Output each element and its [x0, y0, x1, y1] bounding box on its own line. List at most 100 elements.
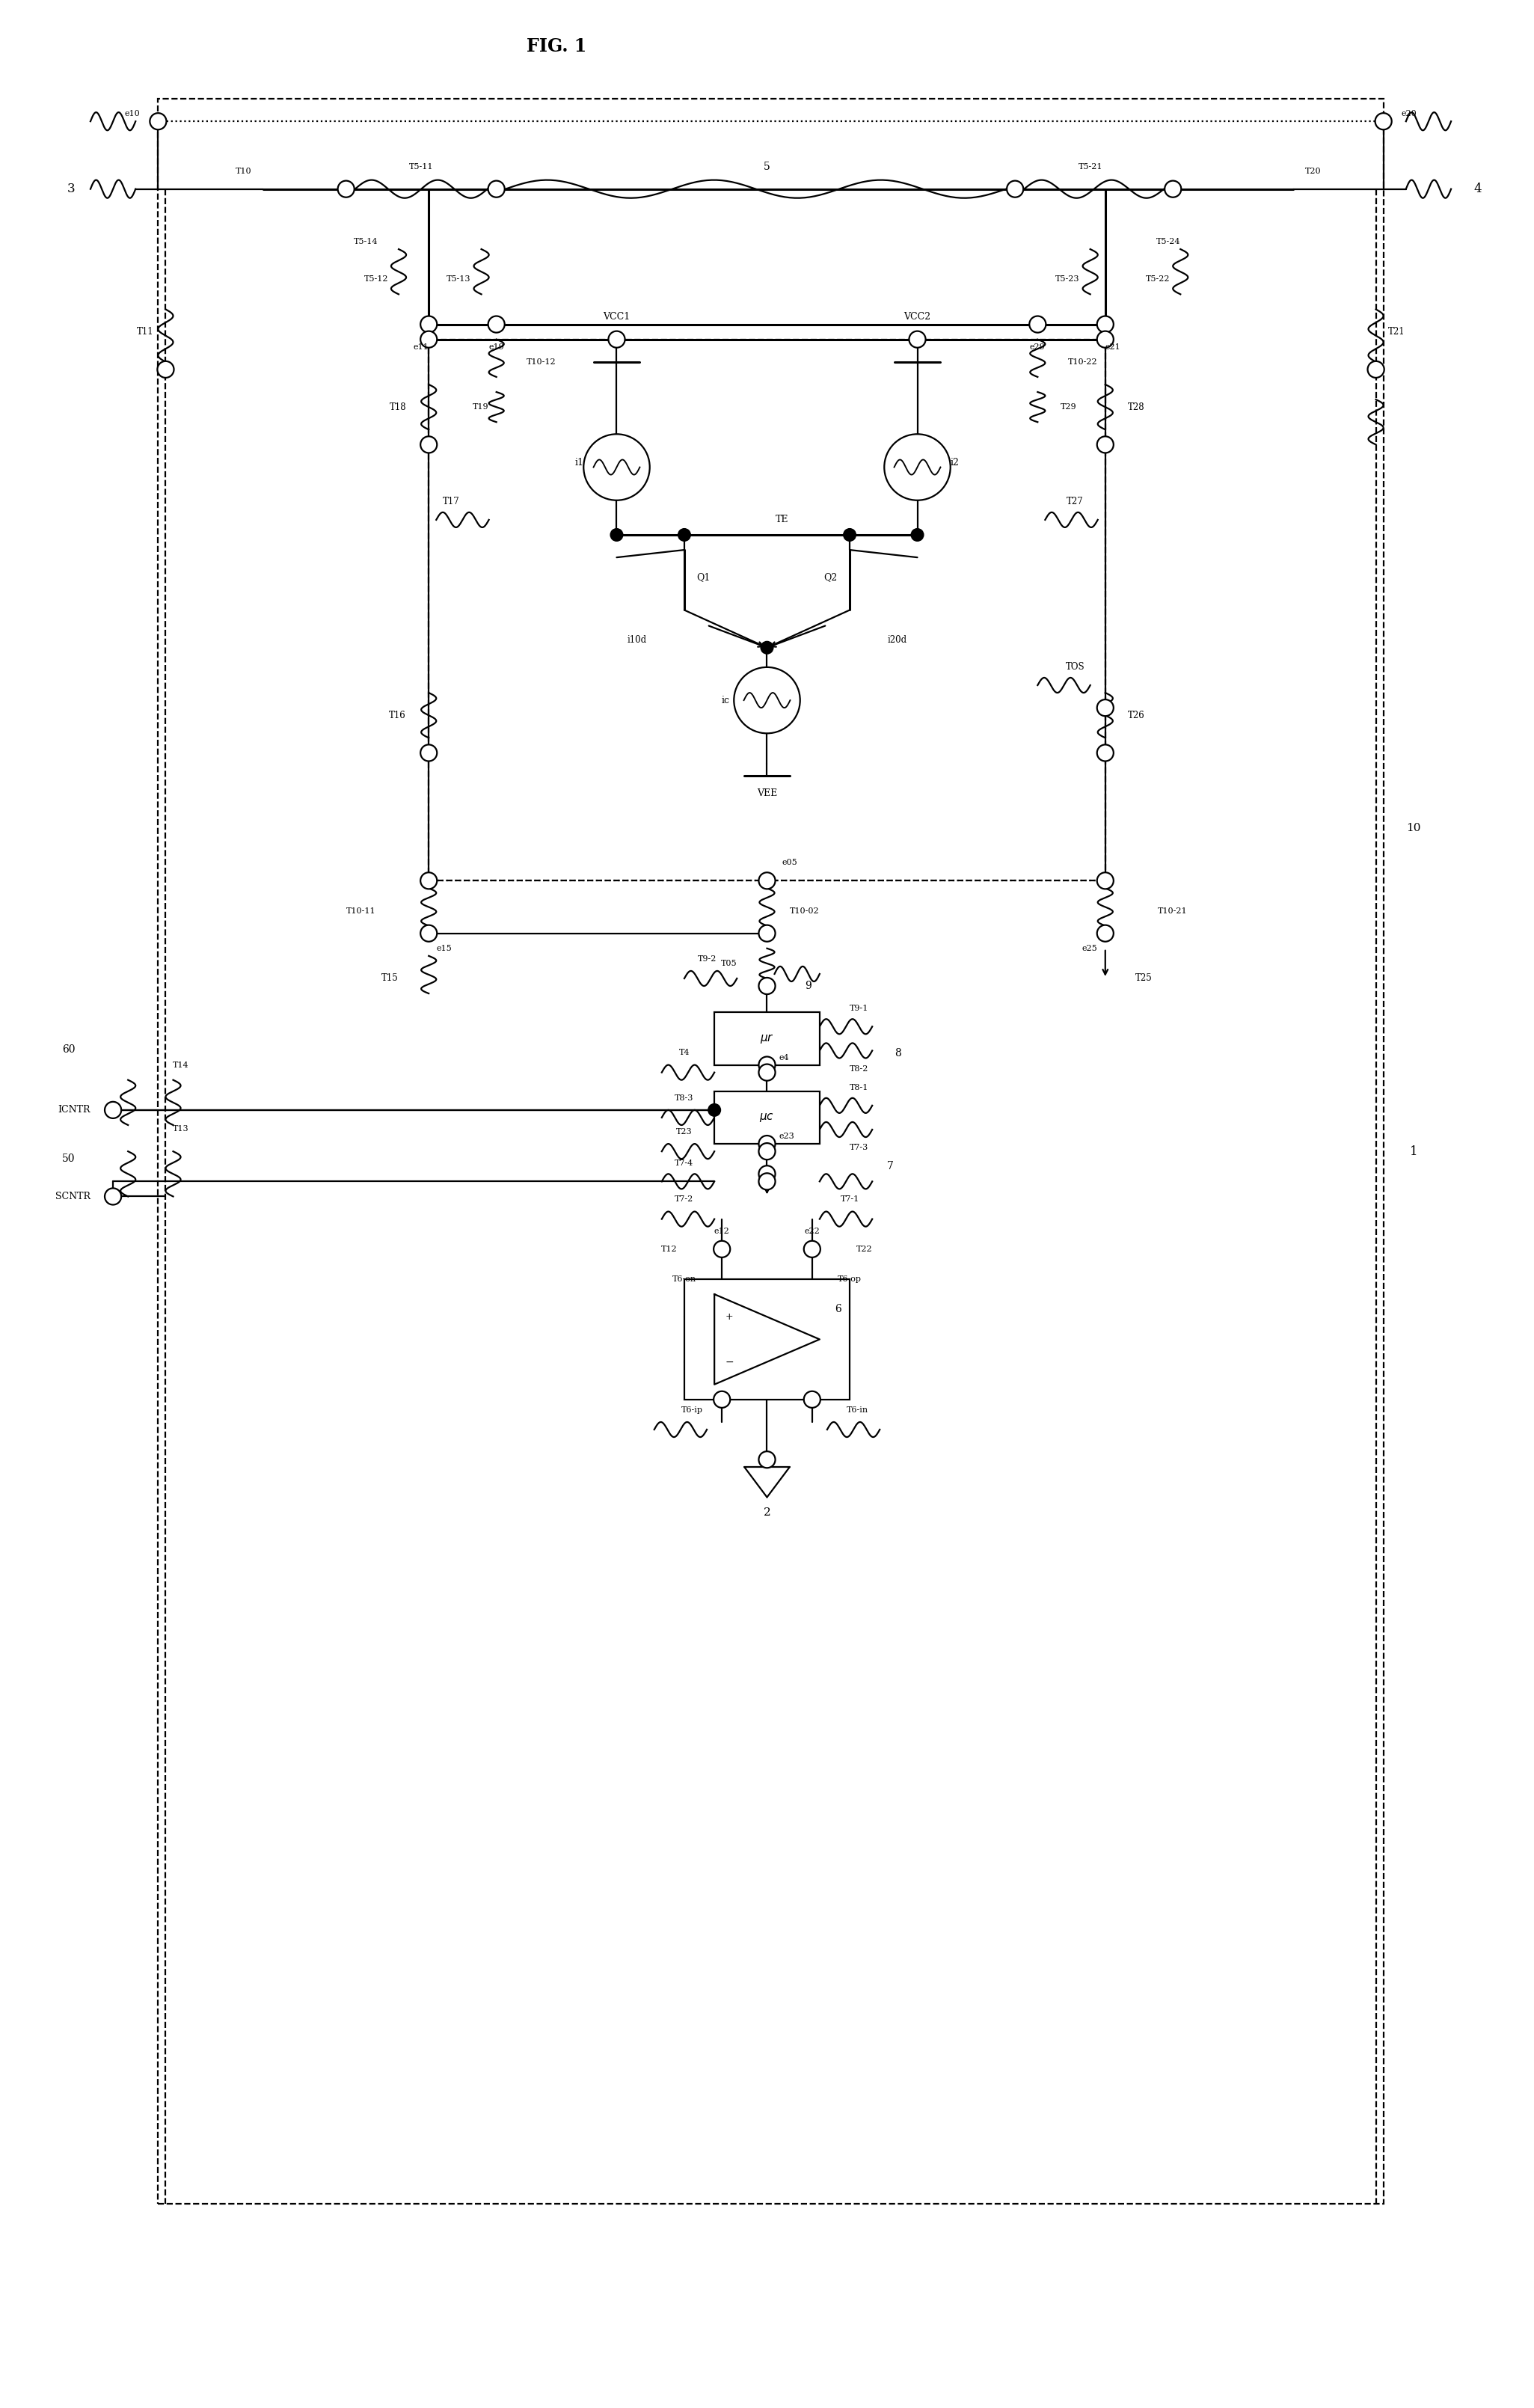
Text: T14: T14: [172, 1062, 189, 1069]
Text: SCNTR: SCNTR: [55, 1192, 91, 1202]
Circle shape: [884, 433, 951, 501]
Text: 3: 3: [67, 183, 75, 195]
Circle shape: [104, 1103, 121, 1117]
Text: T26: T26: [1127, 710, 1144, 720]
Text: 1: 1: [1410, 1146, 1417, 1158]
Text: T7-2: T7-2: [675, 1197, 693, 1204]
Text: e25: e25: [1083, 944, 1098, 951]
Text: T6-ip: T6-ip: [681, 1406, 703, 1413]
Text: e21: e21: [1104, 344, 1120, 352]
Text: T5-12: T5-12: [364, 275, 388, 284]
Circle shape: [150, 113, 166, 130]
Text: T18: T18: [390, 402, 407, 412]
Text: ICNTR: ICNTR: [58, 1105, 91, 1115]
Text: +: +: [726, 1312, 733, 1322]
Circle shape: [759, 978, 775, 995]
Text: T05: T05: [721, 961, 736, 968]
Circle shape: [804, 1392, 821, 1409]
Text: TOS: TOS: [1066, 662, 1085, 672]
Circle shape: [1097, 436, 1114, 453]
Text: VCC2: VCC2: [904, 313, 931, 323]
Text: T19: T19: [472, 402, 489, 412]
Circle shape: [611, 527, 623, 542]
Circle shape: [104, 1187, 121, 1204]
Text: e15: e15: [436, 944, 451, 951]
Text: e19: e19: [489, 344, 505, 352]
Text: T25: T25: [1135, 973, 1152, 982]
Circle shape: [420, 872, 437, 889]
Text: T22: T22: [856, 1245, 873, 1252]
Text: 9: 9: [805, 980, 811, 992]
Circle shape: [1164, 181, 1181, 197]
Text: T6-on: T6-on: [672, 1276, 696, 1283]
Circle shape: [1097, 872, 1114, 889]
Text: T8-2: T8-2: [850, 1064, 868, 1072]
Circle shape: [759, 1137, 775, 1151]
Circle shape: [910, 332, 925, 347]
Circle shape: [759, 925, 775, 942]
Text: VEE: VEE: [756, 790, 778, 799]
Text: ic: ic: [721, 696, 729, 706]
Text: T4: T4: [680, 1050, 690, 1057]
Circle shape: [420, 332, 437, 347]
Text: T5-21: T5-21: [1078, 164, 1103, 171]
Text: T10-02: T10-02: [790, 908, 819, 915]
Text: VCC1: VCC1: [603, 313, 630, 323]
Circle shape: [420, 436, 437, 453]
Circle shape: [1097, 744, 1114, 761]
Text: T9-1: T9-1: [850, 1004, 868, 1011]
Text: T15: T15: [382, 973, 399, 982]
Text: TE: TE: [776, 515, 788, 525]
Circle shape: [911, 527, 923, 542]
Text: e12: e12: [715, 1228, 730, 1235]
Text: T27: T27: [1066, 496, 1083, 506]
Text: T13: T13: [172, 1125, 189, 1132]
Text: T5-13: T5-13: [446, 275, 471, 284]
Circle shape: [488, 315, 505, 332]
Text: i1: i1: [575, 458, 583, 467]
Circle shape: [1006, 181, 1023, 197]
Circle shape: [1097, 925, 1114, 942]
Text: e05: e05: [782, 860, 798, 867]
Text: T10: T10: [235, 166, 252, 176]
Text: Q1: Q1: [696, 573, 710, 583]
Text: −: −: [726, 1356, 733, 1368]
Text: 7: 7: [887, 1161, 894, 1173]
Text: T29: T29: [1060, 402, 1077, 412]
Text: T17: T17: [443, 496, 460, 506]
Text: T16: T16: [390, 710, 407, 720]
Circle shape: [1029, 315, 1046, 332]
Text: e10: e10: [124, 111, 140, 118]
Text: T6-op: T6-op: [838, 1276, 862, 1283]
Text: T20: T20: [1305, 166, 1321, 176]
Text: e23: e23: [779, 1132, 795, 1139]
Text: T8-3: T8-3: [675, 1093, 693, 1103]
Text: T5-22: T5-22: [1146, 275, 1170, 284]
Text: T6-in: T6-in: [847, 1406, 868, 1413]
Circle shape: [707, 1103, 721, 1117]
Text: e20: e20: [1402, 111, 1417, 118]
Text: 2: 2: [764, 1507, 770, 1517]
Circle shape: [759, 1165, 775, 1182]
Circle shape: [583, 433, 650, 501]
Text: 60: 60: [63, 1045, 75, 1055]
Text: 8: 8: [894, 1047, 902, 1060]
Text: e22: e22: [804, 1228, 819, 1235]
Text: T9-2: T9-2: [698, 956, 716, 963]
Text: T8-1: T8-1: [850, 1084, 868, 1091]
Circle shape: [420, 744, 437, 761]
Text: T10-11: T10-11: [347, 908, 376, 915]
Circle shape: [759, 1144, 775, 1161]
Circle shape: [420, 925, 437, 942]
Circle shape: [609, 332, 624, 347]
Text: i2: i2: [951, 458, 959, 467]
Text: T12: T12: [661, 1245, 678, 1252]
Text: T28: T28: [1127, 402, 1144, 412]
Circle shape: [759, 1057, 775, 1074]
Text: 5: 5: [764, 161, 770, 171]
Circle shape: [761, 641, 773, 655]
Circle shape: [713, 1392, 730, 1409]
Text: T7-1: T7-1: [841, 1197, 859, 1204]
Circle shape: [759, 872, 775, 889]
Text: T11: T11: [137, 327, 153, 337]
